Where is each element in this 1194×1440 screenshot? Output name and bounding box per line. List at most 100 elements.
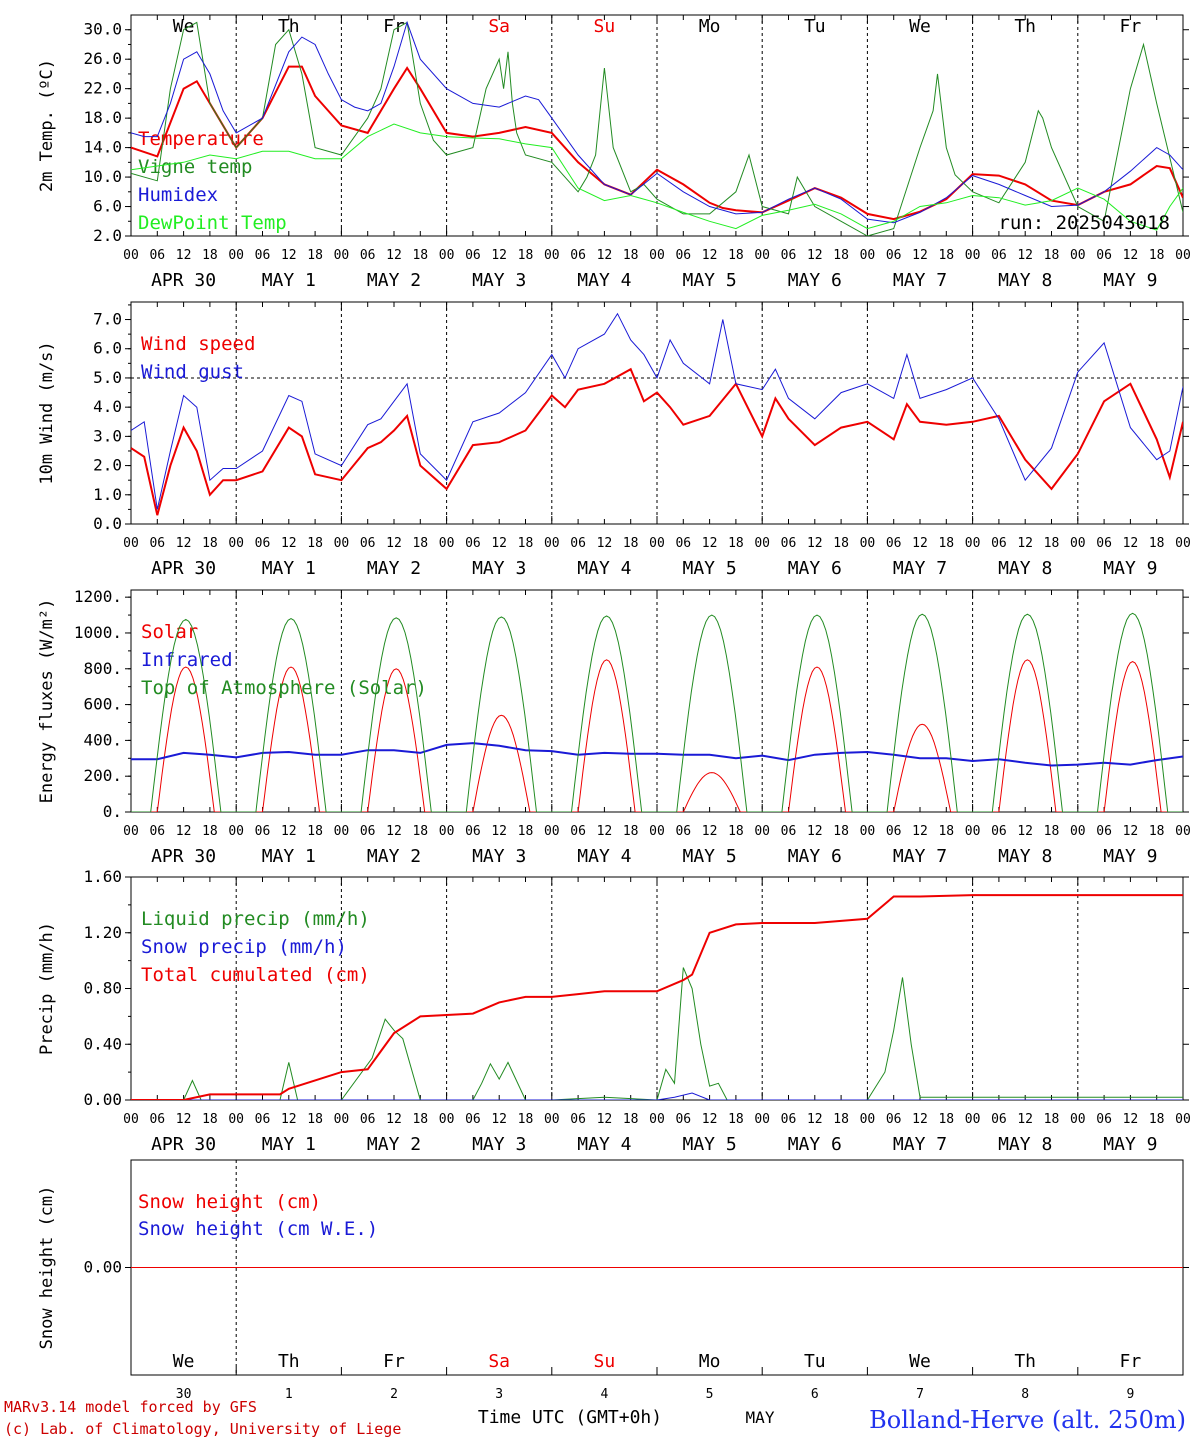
- temp-date-label: MAY 1: [262, 270, 316, 291]
- wind-hour-label: 06: [1096, 536, 1112, 551]
- temp-hour-label: 18: [307, 248, 323, 263]
- precip-date-label: MAY 3: [472, 1134, 526, 1155]
- temp-hour-label: 00: [860, 248, 876, 263]
- temp-hour-label: 18: [938, 248, 954, 263]
- precip-hour-label: 18: [938, 1112, 954, 1127]
- wind-date-label: MAY 2: [367, 558, 421, 579]
- energy-hour-label: 18: [412, 824, 428, 839]
- temp-hour-label: 06: [149, 248, 165, 263]
- precip-hour-label: 00: [544, 1112, 560, 1127]
- snow-weekday-label: Th: [278, 1351, 300, 1372]
- temp-hour-label: 00: [334, 248, 350, 263]
- wind-date-label: APR 30: [151, 558, 216, 579]
- wind-hour-label: 00: [544, 536, 560, 551]
- temp-weekday-label: Th: [1014, 16, 1036, 37]
- wind-hour-label: 00: [228, 536, 244, 551]
- temp-hour-label: 18: [1149, 248, 1165, 263]
- run-label: run: 2025043018: [998, 212, 1170, 234]
- energy-hour-label: 12: [702, 824, 718, 839]
- energy-date-label: MAY 4: [577, 846, 631, 867]
- wind-hour-label: 18: [833, 536, 849, 551]
- temp-weekday-label: Tu: [804, 16, 826, 37]
- temp-ytick-label: 30.0: [83, 20, 122, 39]
- model-credit-line: MARv3.14 model forced by GFS: [4, 1398, 257, 1416]
- precip-hour-label: 12: [386, 1112, 402, 1127]
- energy-hour-label: 00: [965, 824, 981, 839]
- temp-date-label: MAY 2: [367, 270, 421, 291]
- precip-y-axis-title: Precip (mm/h): [37, 922, 57, 1055]
- temp-hour-label: 00: [754, 248, 770, 263]
- wind-hour-label: 12: [1123, 536, 1139, 551]
- energy-date-label: APR 30: [151, 846, 216, 867]
- wind-hour-label: 00: [754, 536, 770, 551]
- temp-ytick-label: 26.0: [83, 49, 122, 68]
- wind-hour-label: 18: [728, 536, 744, 551]
- temp-hour-label: 06: [886, 248, 902, 263]
- wind-hour-label: 12: [176, 536, 192, 551]
- month-label: MAY: [746, 1408, 775, 1427]
- precip-hour-label: 18: [307, 1112, 323, 1127]
- temp-hour-label: 00: [544, 248, 560, 263]
- precip-date-label: MAY 6: [788, 1134, 842, 1155]
- energy-hour-label: 06: [465, 824, 481, 839]
- energy-ytick-label: 200.: [83, 766, 122, 785]
- temp-legend-entry: DewPoint Temp: [138, 212, 287, 234]
- wind-ytick-label: 3.0: [93, 426, 122, 445]
- temp-hour-label: 00: [1175, 248, 1191, 263]
- energy-hour-label: 06: [570, 824, 586, 839]
- precip-hour-label: 18: [1149, 1112, 1165, 1127]
- wind-ytick-label: 7.0: [93, 310, 122, 329]
- precip-hour-label: 06: [465, 1112, 481, 1127]
- precip-legend-entry: Liquid precip (mm/h): [141, 908, 370, 930]
- energy-date-label: MAY 7: [893, 846, 947, 867]
- energy-ytick-label: 600.: [83, 695, 122, 714]
- energy-ytick-label: 0.: [103, 802, 122, 821]
- temp-hour-label: 12: [597, 248, 613, 263]
- energy-hour-label: 00: [544, 824, 560, 839]
- temp-weekday-label: Mo: [699, 16, 721, 37]
- wind-hour-label: 18: [307, 536, 323, 551]
- wind-hour-label: 06: [886, 536, 902, 551]
- energy-date-label: MAY 9: [1103, 846, 1157, 867]
- wind-hour-label: 18: [623, 536, 639, 551]
- precip-hour-label: 18: [833, 1112, 849, 1127]
- wind-hour-label: 06: [255, 536, 271, 551]
- precip-hour-label: 06: [149, 1112, 165, 1127]
- wind-hour-label: 00: [1175, 536, 1191, 551]
- temp-hour-label: 12: [912, 248, 928, 263]
- wind-hour-label: 00: [123, 536, 139, 551]
- temp-hour-label: 12: [1123, 248, 1139, 263]
- wind-ytick-label: 0.0: [93, 514, 122, 533]
- wind-date-label: MAY 6: [788, 558, 842, 579]
- temp-ytick-label: 14.0: [83, 138, 122, 157]
- precip-series-liquid-precip-mm-h: [131, 967, 1183, 1100]
- energy-series-infrared: [131, 742, 1183, 767]
- snow-day-number: 4: [600, 1387, 608, 1402]
- wind-hour-label: 12: [807, 536, 823, 551]
- snow-day-number: 5: [706, 1387, 714, 1402]
- wind-ytick-label: 4.0: [93, 397, 122, 416]
- wind-series-wind-speed: [131, 367, 1183, 516]
- precip-hour-label: 18: [623, 1112, 639, 1127]
- energy-date-label: MAY 3: [472, 846, 526, 867]
- temp-hour-label: 18: [202, 248, 218, 263]
- precip-hour-label: 00: [439, 1112, 455, 1127]
- temp-weekday-label: We: [909, 16, 931, 37]
- temp-date-label: MAY 7: [893, 270, 947, 291]
- energy-legend-entry: Solar: [141, 621, 198, 643]
- energy-hour-label: 18: [833, 824, 849, 839]
- precip-hour-label: 06: [886, 1112, 902, 1127]
- wind-hour-label: 06: [465, 536, 481, 551]
- snow-weekday-label: Th: [1014, 1351, 1036, 1372]
- precip-date-label: MAY 7: [893, 1134, 947, 1155]
- precip-hour-label: 12: [176, 1112, 192, 1127]
- snow-weekday-label: Mo: [699, 1351, 721, 1372]
- energy-hour-label: 12: [386, 824, 402, 839]
- precip-hour-label: 00: [1070, 1112, 1086, 1127]
- wind-hour-label: 00: [1070, 536, 1086, 551]
- wind-date-label: MAY 7: [893, 558, 947, 579]
- wind-hour-label: 06: [675, 536, 691, 551]
- energy-ytick-label: 400.: [83, 730, 122, 749]
- precip-hour-label: 06: [570, 1112, 586, 1127]
- temp-hour-label: 18: [412, 248, 428, 263]
